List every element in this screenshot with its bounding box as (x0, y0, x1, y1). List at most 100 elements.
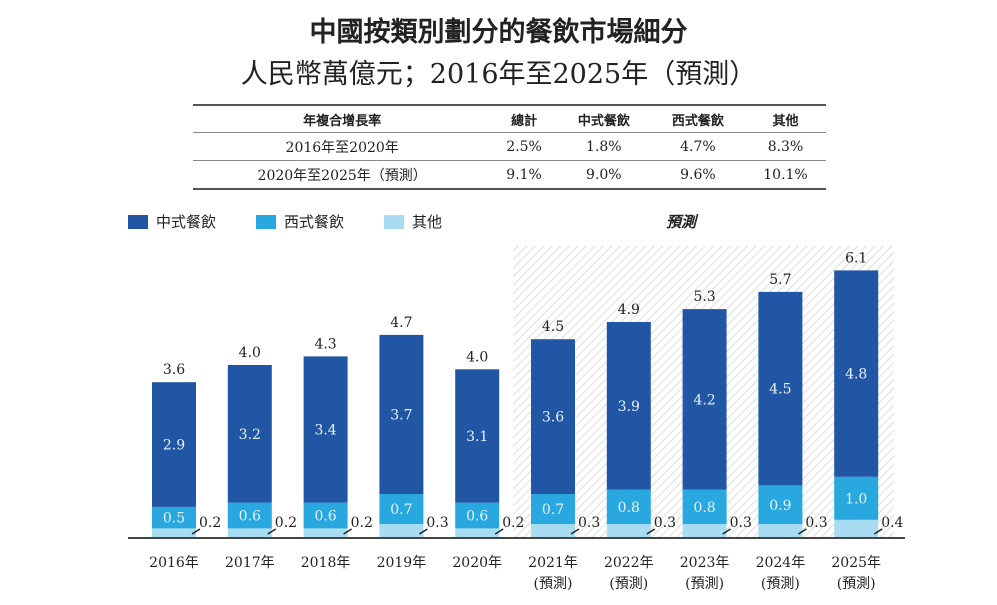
data-label: 0.3 (426, 515, 448, 531)
data-label: 0.8 (618, 500, 640, 516)
bar-segment-chinese (152, 382, 196, 507)
total-label: 3.6 (163, 362, 185, 378)
x-tick-sublabel: (預測) (761, 576, 800, 592)
x-tick-sublabel: (預測) (609, 576, 648, 592)
data-label: 0.6 (314, 509, 336, 525)
leader-line (267, 528, 277, 535)
cell: 1.8% (556, 132, 651, 161)
data-label: 0.6 (239, 509, 261, 525)
bar-segment-other (455, 528, 500, 537)
cagr-table: 年複合增長率 總計 中式餐飲 西式餐飲 其他 2016年至2020年 2.5% … (193, 104, 826, 190)
legend-item-chinese: 中式餐飲 (128, 211, 216, 232)
legend: 中式餐飲 西式餐飲 其他 (128, 211, 482, 232)
legend-label: 西式餐飲 (284, 213, 345, 231)
bar-segment-chinese (606, 322, 651, 490)
x-tick-sublabel: (預測) (685, 576, 724, 592)
leader-line (343, 528, 352, 535)
header-other: 其他 (744, 104, 826, 133)
legend-swatch (384, 214, 405, 229)
x-tick-label: 2024年 (756, 555, 806, 571)
legend-swatch (128, 214, 148, 229)
bar-segment-chinese (531, 339, 575, 494)
cell: 4.7% (650, 132, 745, 161)
x-tick-label: 2023年 (680, 555, 730, 571)
data-label: 0.9 (769, 498, 791, 514)
total-label: 4.5 (542, 319, 564, 335)
total-label: 4.3 (314, 336, 336, 352)
total-label: 4.0 (239, 345, 261, 361)
x-tick-label: 2019年 (377, 555, 427, 571)
total-label: 4.0 (466, 349, 488, 365)
total-label: 5.3 (693, 289, 715, 305)
data-label: 3.4 (314, 423, 336, 439)
bar-segment-chinese (682, 309, 727, 490)
bar-segment-western (531, 494, 575, 525)
data-label: 0.5 (163, 511, 185, 527)
data-label: 0.2 (351, 515, 373, 531)
x-tick-sublabel: (預測) (837, 576, 876, 592)
x-tick-sublabel: (預測) (534, 576, 573, 592)
cell: 9.1% (491, 160, 557, 190)
bar-segment-other (152, 528, 196, 537)
leader-line (646, 528, 656, 535)
legend-swatch (256, 214, 277, 229)
data-label: 4.2 (693, 392, 715, 408)
data-label: 4.5 (769, 382, 791, 398)
x-tick-label: 2025年 (831, 555, 881, 571)
header-western: 西式餐飲 (650, 104, 745, 133)
data-label: 0.3 (805, 515, 827, 531)
data-label: 0.3 (730, 515, 752, 531)
bar-segment-other (606, 524, 651, 537)
bar-segment-other (227, 528, 272, 537)
cell: 8.3% (744, 132, 826, 161)
table-row: 2016年至2020年 2.5% 1.8% 4.7% 8.3% (193, 132, 826, 161)
leader-line (494, 528, 504, 535)
legend-label: 其他 (412, 213, 443, 231)
bar-segment-other (303, 528, 348, 537)
bar-segment-western (455, 502, 500, 529)
data-label: 0.3 (578, 515, 600, 531)
x-tick-label: 2020年 (452, 555, 502, 571)
bar-segment-other (531, 524, 575, 537)
bar-segment-other (682, 524, 727, 537)
chart-title: 中國按類別劃分的餐飲市場細分 (309, 17, 688, 48)
table-row: 2020年至2025年（預測） 9.1% 9.0% 9.6% 10.1% (193, 160, 826, 190)
bar-segment-chinese (455, 369, 500, 503)
leader-line (419, 528, 428, 535)
data-label: 2.9 (163, 438, 185, 454)
header-cagr: 年複合增長率 (193, 104, 492, 133)
forecast-label: 預測 (666, 213, 697, 231)
bar-segment-other (379, 524, 424, 537)
leader-line (191, 528, 201, 535)
cell: 9.0% (556, 160, 651, 190)
total-label: 4.9 (618, 302, 640, 318)
legend-item-other: 其他 (384, 211, 442, 232)
data-label: 0.7 (542, 502, 564, 518)
bar-segment-western (606, 489, 651, 525)
bar-segment-chinese (758, 291, 803, 486)
x-tick-label: 2022年 (604, 555, 654, 571)
bar-segment-chinese (379, 334, 424, 494)
bar-segment-western (227, 502, 272, 529)
total-label: 6.1 (845, 250, 867, 266)
x-tick-label: 2016年 (149, 555, 199, 571)
bar-segment-other (758, 524, 803, 537)
bar-segment-western (758, 485, 803, 525)
x-tick-label: 2018年 (301, 555, 351, 571)
header-total: 總計 (491, 104, 557, 133)
bar-segment-chinese (303, 356, 348, 503)
data-label: 0.2 (502, 515, 524, 531)
bar-segment-western (682, 489, 727, 525)
bar-segment-chinese (834, 270, 879, 477)
legend-item-western: 西式餐飲 (256, 211, 344, 232)
data-label: 1.0 (845, 491, 867, 507)
cell: 2020年至2025年（預測） (193, 160, 492, 190)
bar-segment-western (152, 506, 196, 529)
x-tick-label: 2017年 (225, 555, 275, 571)
data-label: 4.8 (845, 367, 867, 383)
data-label: 0.2 (199, 515, 221, 531)
bar-segment-western (303, 502, 348, 529)
table-header-row: 年複合增長率 總計 中式餐飲 西式餐飲 其他 (193, 104, 826, 133)
data-label: 3.7 (390, 407, 412, 423)
